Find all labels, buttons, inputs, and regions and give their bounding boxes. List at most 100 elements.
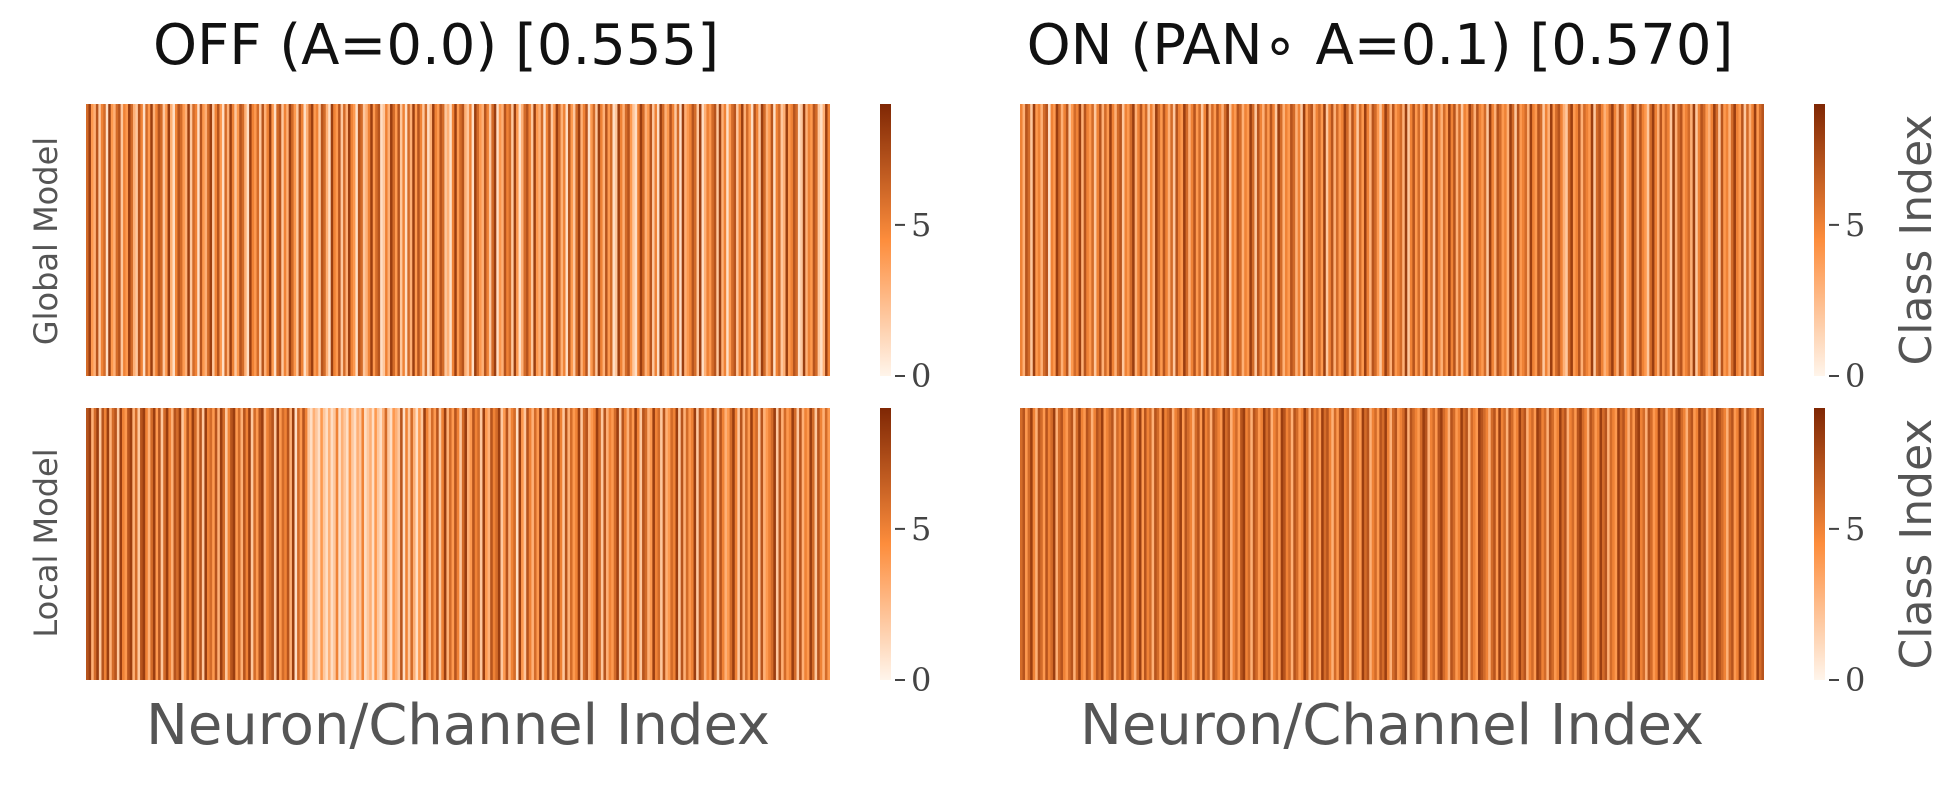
heatmap-cell xyxy=(1731,408,1734,680)
heatmap-cell xyxy=(251,104,255,376)
heatmap-cell xyxy=(1578,104,1581,376)
heatmap-cell xyxy=(1429,408,1433,680)
heatmap-cell xyxy=(1136,408,1140,680)
heatmap-cell xyxy=(1090,408,1094,680)
heatmap-cell xyxy=(104,408,107,680)
heatmap-cell xyxy=(1506,104,1510,376)
heatmap-cell xyxy=(1420,104,1423,376)
heatmap-cell xyxy=(412,408,416,680)
heatmap-cell xyxy=(1068,104,1072,376)
heatmap-cell xyxy=(1501,104,1505,376)
heatmap-cell xyxy=(1557,104,1561,376)
heatmap-cell xyxy=(1524,104,1528,376)
heatmap-cell xyxy=(279,408,283,680)
heatmap-cell xyxy=(1058,104,1062,376)
heatmap-cell xyxy=(340,104,344,376)
heatmap-cell xyxy=(1705,104,1709,376)
heatmap-cell xyxy=(1647,408,1651,680)
heatmap-on-local xyxy=(1020,408,1764,680)
heatmap-cell xyxy=(1100,408,1104,680)
heatmap-cell xyxy=(1462,408,1466,680)
heatmap-cell xyxy=(1551,408,1555,680)
heatmap-cell xyxy=(1529,104,1533,376)
heatmap-cell xyxy=(637,104,641,376)
heatmap-cell xyxy=(333,104,336,376)
heatmap-cell xyxy=(681,104,685,376)
heatmap-cell xyxy=(1707,104,1711,376)
heatmap-cell xyxy=(385,104,388,376)
heatmap-cell xyxy=(313,104,317,376)
heatmap-cell xyxy=(1030,104,1034,376)
heatmap-cell xyxy=(1278,408,1282,680)
heatmap-cell xyxy=(464,104,468,376)
heatmap-cell xyxy=(683,408,687,680)
heatmap-cell xyxy=(1636,104,1640,376)
heatmap-cell xyxy=(1144,104,1148,376)
heatmap-cell xyxy=(793,408,797,680)
heatmap-cell xyxy=(476,104,480,376)
heatmap-cell xyxy=(528,408,532,680)
heatmap-cell xyxy=(322,408,326,680)
heatmap-cell xyxy=(538,104,542,376)
heatmap-cell xyxy=(1171,408,1175,680)
heatmap-cell xyxy=(239,104,243,376)
heatmap-cell xyxy=(451,408,455,680)
heatmap-cell xyxy=(1679,104,1683,376)
heatmap-cell xyxy=(1626,104,1630,376)
heatmap-cell xyxy=(353,408,357,680)
heatmap-cell xyxy=(1203,104,1207,376)
heatmap-cell xyxy=(288,104,292,376)
heatmap-cell xyxy=(802,104,806,376)
heatmap-cell xyxy=(355,104,359,376)
heatmap-cell xyxy=(488,104,492,376)
heatmap-cell xyxy=(1185,104,1189,376)
heatmap-cell xyxy=(1713,408,1717,680)
heatmap-cell xyxy=(231,104,235,376)
heatmap-cell xyxy=(309,408,313,680)
heatmap-cell xyxy=(654,408,658,680)
heatmap-cell xyxy=(667,408,671,680)
heatmap-cell xyxy=(1156,408,1160,680)
heatmap-cell xyxy=(1504,104,1508,376)
heatmap-cell xyxy=(1572,104,1576,376)
heatmap-cell xyxy=(1427,408,1431,680)
heatmap-cell xyxy=(701,104,705,376)
heatmap-cell xyxy=(132,408,136,680)
heatmap-cell xyxy=(448,408,452,680)
heatmap-cell xyxy=(1361,104,1365,376)
heatmap-cell xyxy=(1244,104,1248,376)
heatmap-cell xyxy=(575,104,579,376)
heatmap-cell xyxy=(114,408,118,680)
heatmap-cell xyxy=(1095,408,1099,680)
heatmap-cell xyxy=(1030,408,1034,680)
heatmap-cell xyxy=(1547,104,1551,376)
heatmap-cell xyxy=(533,408,537,680)
heatmap-cell xyxy=(240,408,244,680)
heatmap-cell xyxy=(1569,408,1573,680)
heatmap-cell xyxy=(1667,408,1671,680)
heatmap-cell xyxy=(196,408,200,680)
heatmap-cell xyxy=(1432,408,1436,680)
heatmap-cell xyxy=(1098,408,1102,680)
heatmap-cell xyxy=(1560,104,1564,376)
heatmap-cell xyxy=(706,408,710,680)
heatmap-cell xyxy=(572,104,576,376)
heatmap-cell xyxy=(333,408,337,680)
heatmap-cell xyxy=(335,104,339,376)
heatmap-cell xyxy=(1715,104,1719,376)
heatmap-cell xyxy=(1315,104,1319,376)
heatmap-cell xyxy=(1374,408,1378,680)
heatmap-cell xyxy=(399,104,403,376)
heatmap-cell xyxy=(1076,104,1079,376)
heatmap-cell xyxy=(590,104,594,376)
heatmap-cell xyxy=(1718,408,1722,680)
heatmap-cell xyxy=(414,104,418,376)
heatmap-cell xyxy=(142,104,146,376)
heatmap-cell xyxy=(809,408,813,680)
heatmap-cell xyxy=(1562,104,1566,376)
heatmap-cell xyxy=(109,408,113,680)
heatmap-cell xyxy=(194,104,198,376)
heatmap-cell xyxy=(617,104,621,376)
heatmap-cell xyxy=(1293,408,1297,680)
heatmap-cell xyxy=(1422,408,1426,680)
